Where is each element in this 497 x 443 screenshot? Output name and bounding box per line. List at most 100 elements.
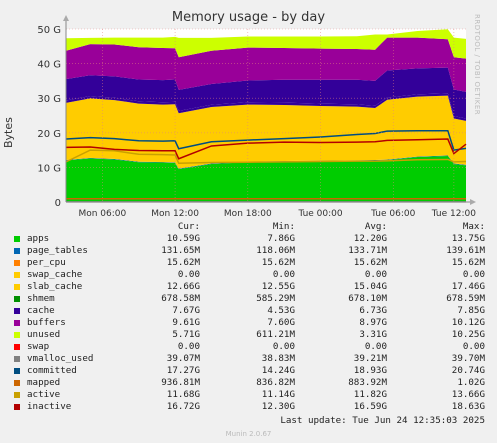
legend-row-active: active 11.68G 11.14G 11.82G 13.66G xyxy=(0,389,497,401)
line-active xyxy=(65,149,467,165)
legend-header: Cur: Min: Avg: Max: xyxy=(0,221,497,233)
legend-row-buffers: buffers 9.61G 7.60G 8.97G 10.12G xyxy=(0,317,497,329)
header-cur: Cur: xyxy=(177,221,200,232)
legend-min: 14.24G xyxy=(261,365,295,376)
legend-max: 0.00 xyxy=(462,269,485,280)
legend-min: 12.30G xyxy=(261,401,295,412)
legend-min: 0.00 xyxy=(272,341,295,352)
legend-swatch xyxy=(14,343,20,350)
legend-label: active xyxy=(27,389,61,400)
legend-max: 17.46G xyxy=(451,281,485,292)
legend-row-page_tables: page_tables 131.65M 118.06M 133.71M 139.61M xyxy=(0,245,497,257)
legend-min: 7.60G xyxy=(267,317,295,328)
legend-cur: 7.67G xyxy=(172,305,200,316)
legend-swatch xyxy=(14,319,20,326)
x-tick-label: Mon 06:00 xyxy=(78,209,126,219)
legend-table: Cur: Min: Avg: Max: apps 10.59G 7.86G 12.20… xyxy=(0,221,497,413)
legend-cur: 936.81M xyxy=(161,377,200,388)
legend-label: committed xyxy=(27,365,77,376)
legend-label: swap_cache xyxy=(27,269,83,280)
legend-max: 139.61M xyxy=(446,245,485,256)
line-committed xyxy=(65,129,467,151)
legend-label: inactive xyxy=(27,401,72,412)
legend-min: 11.14G xyxy=(261,389,295,400)
legend-cur: 15.62M xyxy=(166,257,200,268)
legend-label: buffers xyxy=(27,317,66,328)
legend-max: 0.00 xyxy=(462,341,485,352)
legend-max: 10.12G xyxy=(451,317,485,328)
legend-cur: 0.00 xyxy=(177,269,200,280)
legend-avg: 6.73G xyxy=(359,305,387,316)
x-tick-label: Tue 12:00 xyxy=(431,209,476,219)
y-tick-label: 10 G xyxy=(37,163,61,174)
legend-cur: 0.00 xyxy=(177,341,200,352)
legend-avg: 0.00 xyxy=(364,341,387,352)
legend-min: 118.06M xyxy=(256,245,295,256)
area-buffers xyxy=(66,37,466,92)
legend-swatch xyxy=(14,367,20,374)
legend-label: unused xyxy=(27,329,61,340)
area-slab_cache xyxy=(66,95,466,169)
legend-label: shmem xyxy=(27,293,55,304)
munin-version: Munin 2.0.67 xyxy=(225,430,272,438)
legend-row-slab_cache: slab_cache 12.66G 12.55G 15.04G 17.46G xyxy=(0,281,497,293)
legend-cur: 11.68G xyxy=(166,389,200,400)
legend-min: 0.00 xyxy=(272,269,295,280)
legend-max: 13.66G xyxy=(451,389,485,400)
legend-avg: 883.92M xyxy=(348,377,387,388)
legend-label: swap xyxy=(27,341,50,352)
legend-label: cache xyxy=(27,305,55,316)
legend-row-vmalloc_used: vmalloc_used 39.07M 38.83M 39.21M 39.70M xyxy=(0,353,497,365)
legend-min: 15.62M xyxy=(261,257,295,268)
area-cache xyxy=(66,67,466,119)
legend-max: 18.63G xyxy=(451,401,485,412)
legend-min: 12.55G xyxy=(261,281,295,292)
legend-avg: 0.00 xyxy=(364,269,387,280)
header-avg: Avg: xyxy=(364,221,387,232)
area-shmem xyxy=(66,93,466,121)
y-axis-arrow xyxy=(63,15,69,21)
legend-swatch xyxy=(14,307,20,314)
legend-avg: 15.62M xyxy=(353,257,387,268)
x-axis-arrow xyxy=(470,199,476,205)
legend-swatch xyxy=(14,355,20,362)
legend-min: 585.29M xyxy=(256,293,295,304)
legend-avg: 678.10M xyxy=(348,293,387,304)
legend-row-apps: apps 10.59G 7.86G 12.20G 13.75G xyxy=(0,233,497,245)
legend-swatch xyxy=(14,259,20,266)
legend-label: slab_cache xyxy=(27,281,83,292)
legend-label: apps xyxy=(27,233,50,244)
legend-swatch xyxy=(14,403,20,410)
legend-swatch xyxy=(14,247,20,254)
legend-max: 10.25G xyxy=(451,329,485,340)
legend-max: 20.74G xyxy=(451,365,485,376)
legend-min: 611.21M xyxy=(256,329,295,340)
rrdtool-credit: RRDTOOL / TOBI OETIKER xyxy=(473,14,481,116)
legend-avg: 12.20G xyxy=(353,233,387,244)
legend-min: 4.53G xyxy=(267,305,295,316)
y-tick-label: 30 G xyxy=(37,94,61,105)
legend-swatch xyxy=(14,295,20,302)
header-max: Max: xyxy=(462,221,485,232)
area-apps xyxy=(66,155,466,202)
legend-avg: 39.21M xyxy=(353,353,387,364)
legend-row-mapped: mapped 936.81M 836.82M 883.92M 1.02G xyxy=(0,377,497,389)
x-tick-label: Mon 12:00 xyxy=(151,209,199,219)
legend-row-unused: unused 5.71G 611.21M 3.31G 10.25G xyxy=(0,329,497,341)
legend-row-swap_cache: swap_cache 0.00 0.00 0.00 0.00 xyxy=(0,269,497,281)
legend-max: 39.70M xyxy=(451,353,485,364)
legend-swatch xyxy=(14,235,20,242)
legend-max: 1.02G xyxy=(457,377,485,388)
legend-label: per_cpu xyxy=(27,257,66,268)
legend-label: mapped xyxy=(27,377,61,388)
legend-max: 13.75G xyxy=(451,233,485,244)
legend-max: 7.85G xyxy=(457,305,485,316)
area-unused xyxy=(66,29,466,59)
legend-row-per_cpu: per_cpu 15.62M 15.62M 15.62M 15.62M xyxy=(0,257,497,269)
legend-min: 836.82M xyxy=(256,377,295,388)
legend-row-swap: swap 0.00 0.00 0.00 0.00 xyxy=(0,341,497,353)
legend-row-shmem: shmem 678.58M 585.29M 678.10M 678.59M xyxy=(0,293,497,305)
legend-max: 678.59M xyxy=(446,293,485,304)
legend-avg: 18.93G xyxy=(353,365,387,376)
legend-cur: 12.66G xyxy=(166,281,200,292)
